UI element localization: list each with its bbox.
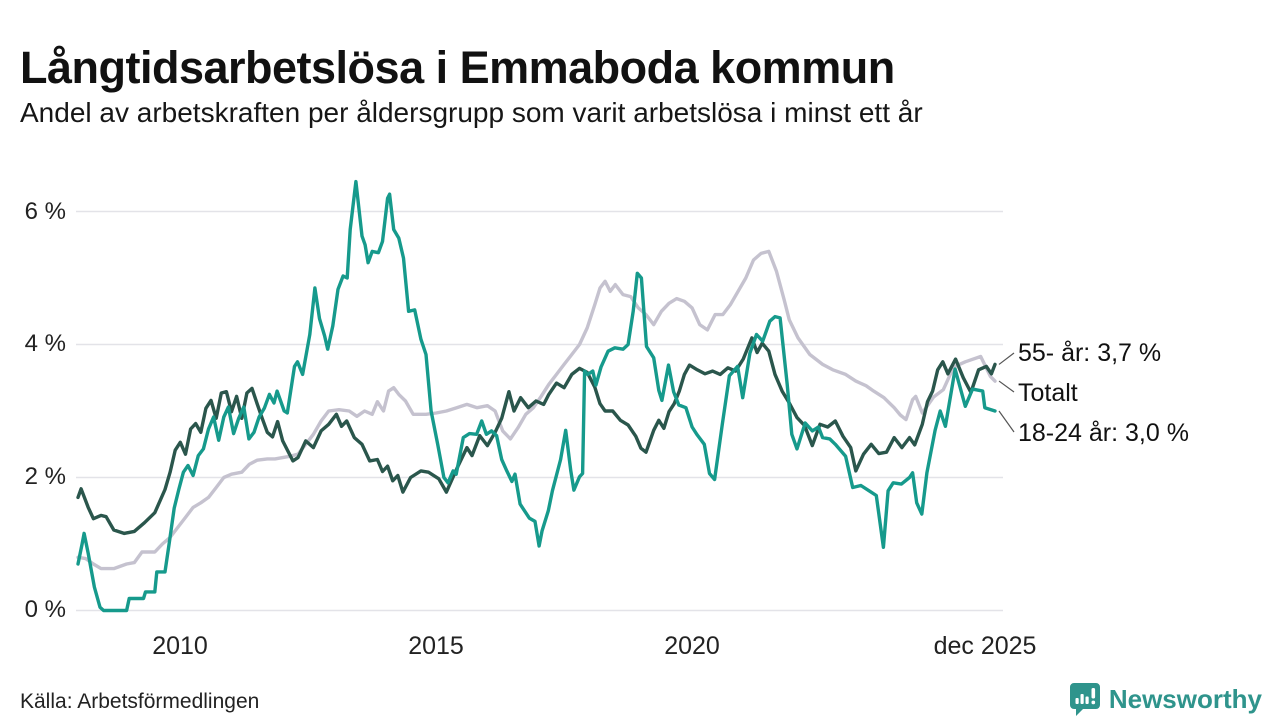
newsworthy-icon [1069, 683, 1100, 716]
y-tick-0: 0 % [24, 596, 66, 623]
page-subtitle: Andel av arbetskraften per åldersgrupp s… [20, 97, 923, 128]
series-line-0 [76, 249, 997, 571]
y-tick-2: 2 % [24, 463, 66, 490]
page-title: Långtidsarbetslösa i Emmaboda kommun [20, 42, 895, 94]
x-tick-dec-2025: dec 2025 [933, 632, 1037, 660]
x-tick-2015: 2015 [408, 632, 464, 660]
y-tick-4: 4 % [24, 330, 66, 357]
x-tick-2020: 2020 [664, 632, 720, 660]
series-line-1 [76, 336, 997, 536]
brand-logo: Newsworthy [1069, 682, 1262, 716]
x-tick-2010: 2010 [152, 632, 208, 660]
label-connector-2 [998, 410, 1015, 433]
source-note: Källa: Arbetsförmedlingen [20, 690, 260, 713]
series-label-55: 55- år: 3,7 % [1018, 339, 1162, 367]
label-connector-0 [998, 380, 1015, 393]
brand-name: Newsworthy [1108, 683, 1262, 714]
series-label-totalt: Totalt [1018, 379, 1078, 407]
series-line-2 [76, 179, 997, 613]
series-label-18-24: 18-24 år: 3,0 % [1018, 419, 1189, 447]
y-tick-6: 6 % [24, 198, 66, 225]
label-connector-1 [998, 352, 1015, 365]
